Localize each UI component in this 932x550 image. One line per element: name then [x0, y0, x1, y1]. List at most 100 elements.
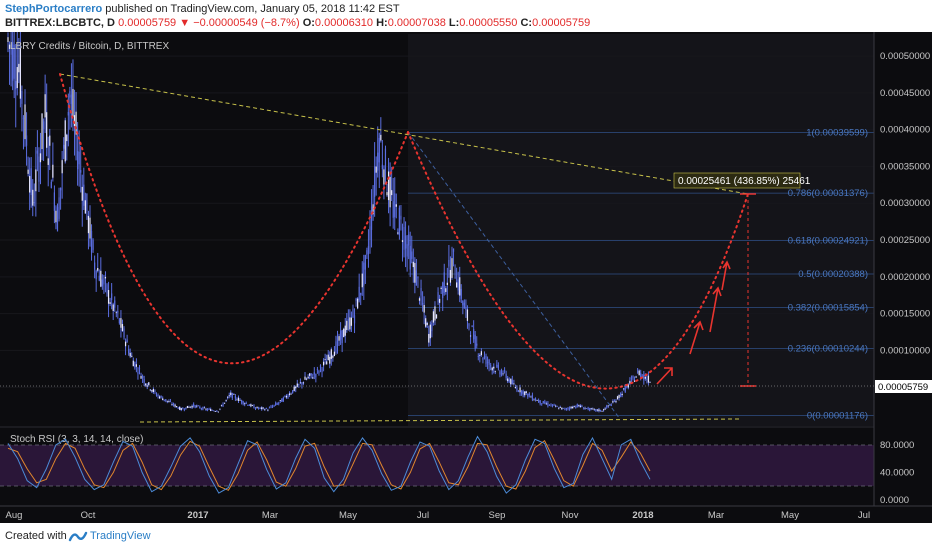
y-tick-label: 0.00040000: [880, 125, 930, 136]
candle-body: [203, 407, 206, 409]
candle-body: [329, 356, 331, 364]
candle-body: [56, 207, 59, 232]
x-axis-ticks: Aug Oct 2017 Mar May Jul Sep Nov 2018 Mar May Jul: [6, 510, 871, 521]
candle-body: [621, 393, 623, 396]
fib-retracement: 1(0.00039599) 0.786(0.00031376) 0.618(0.00…: [408, 128, 874, 421]
down-arrow-icon: ▼: [179, 17, 191, 29]
candle-body: [265, 408, 267, 409]
candle-body: [32, 189, 34, 206]
candle-body: [172, 403, 175, 405]
candle-body: [39, 153, 42, 163]
candle-body: [8, 44, 11, 49]
candle-body: [374, 166, 376, 198]
candle-body: [236, 399, 238, 401]
author-name[interactable]: StephPortocarrero: [5, 3, 103, 15]
candle-body: [137, 372, 139, 374]
candle-body: [445, 288, 447, 292]
candle-body: [607, 405, 609, 407]
rsi-tick-label: 40.0000: [880, 467, 914, 478]
candle-body: [216, 410, 218, 412]
candle-body: [483, 355, 486, 358]
candle-body: [360, 292, 362, 296]
candle-body: [604, 408, 606, 410]
candle-body: [227, 396, 229, 398]
fib-level-label: 0(0.00001176): [807, 410, 868, 421]
candle-body: [52, 164, 54, 178]
candle-body: [545, 403, 547, 405]
candle-body: [403, 226, 405, 250]
candle-body: [516, 387, 518, 391]
candle-body: [570, 406, 572, 409]
candle-body: [473, 328, 475, 340]
candle-body: [268, 407, 271, 409]
candle-body: [494, 371, 496, 373]
candle-body: [271, 406, 274, 408]
rsi-d-line: [7, 439, 651, 491]
candle-body: [148, 382, 150, 386]
candle-body: [330, 349, 332, 359]
candle-body: [551, 404, 554, 406]
candle-body: [344, 325, 346, 336]
candle-body: [278, 402, 280, 404]
candle-body: [301, 382, 303, 385]
candle-body: [544, 401, 546, 404]
candle-body: [251, 405, 254, 406]
candle-body: [414, 262, 416, 283]
candle-body: [239, 399, 241, 401]
candle-body: [482, 357, 484, 360]
candle-body: [22, 117, 25, 119]
candle-body: [562, 407, 564, 409]
candle-body: [493, 366, 495, 369]
candles: [7, 32, 651, 413]
candle-body: [213, 410, 215, 412]
candle-body: [10, 42, 12, 55]
candle-body: [191, 405, 193, 408]
ohlc-line: BITTREX:LBCBTC, D 0.00005759 ▼ −0.000005…: [5, 17, 590, 29]
candle-body: [528, 393, 530, 395]
candle-body: [233, 394, 235, 395]
candle-body: [398, 207, 400, 236]
candle-body: [541, 403, 543, 405]
candle-body: [623, 388, 625, 390]
candle-body: [208, 408, 210, 410]
high-value: 0.00007038: [387, 17, 446, 29]
last-price-box: [875, 380, 932, 393]
candle-body: [606, 406, 608, 407]
tradingview-link[interactable]: TradingView: [90, 530, 151, 542]
candle-body: [550, 404, 552, 406]
candle-body: [456, 282, 458, 288]
candle-body: [276, 403, 278, 405]
candle-body: [347, 319, 349, 321]
candle-body: [92, 239, 94, 250]
candle-body: [244, 403, 246, 405]
candle-body: [418, 298, 421, 301]
candle-body: [486, 362, 489, 363]
candle-body: [576, 404, 578, 408]
low-value: 0.00005550: [459, 17, 518, 29]
candle-body: [78, 151, 80, 165]
chart-canvas[interactable]: 1(0.00039599) 0.786(0.00031376) 0.618(0.00…: [0, 32, 932, 523]
x-tick-label: Mar: [262, 510, 278, 521]
candle-body: [106, 284, 108, 294]
candle-body: [157, 394, 159, 396]
candle-body: [491, 367, 493, 371]
candle-body: [428, 333, 430, 343]
candle-body: [120, 318, 122, 328]
candle-body: [485, 356, 487, 364]
candle-body: [98, 275, 100, 281]
candle-body: [377, 152, 379, 171]
candle-body: [595, 409, 597, 411]
candle-body: [593, 408, 595, 410]
candle-body: [154, 390, 156, 392]
candle-body: [141, 375, 144, 379]
candle-body: [140, 376, 142, 379]
x-tick-label: Oct: [81, 510, 96, 521]
candle-body: [465, 306, 467, 310]
candle-body: [83, 184, 85, 206]
candle-body: [264, 409, 266, 411]
y-tick-label: 0.00035000: [880, 161, 930, 172]
candle-body: [517, 391, 520, 392]
candle-body: [245, 403, 247, 404]
candle-body: [222, 404, 224, 406]
candle-body: [196, 405, 198, 407]
